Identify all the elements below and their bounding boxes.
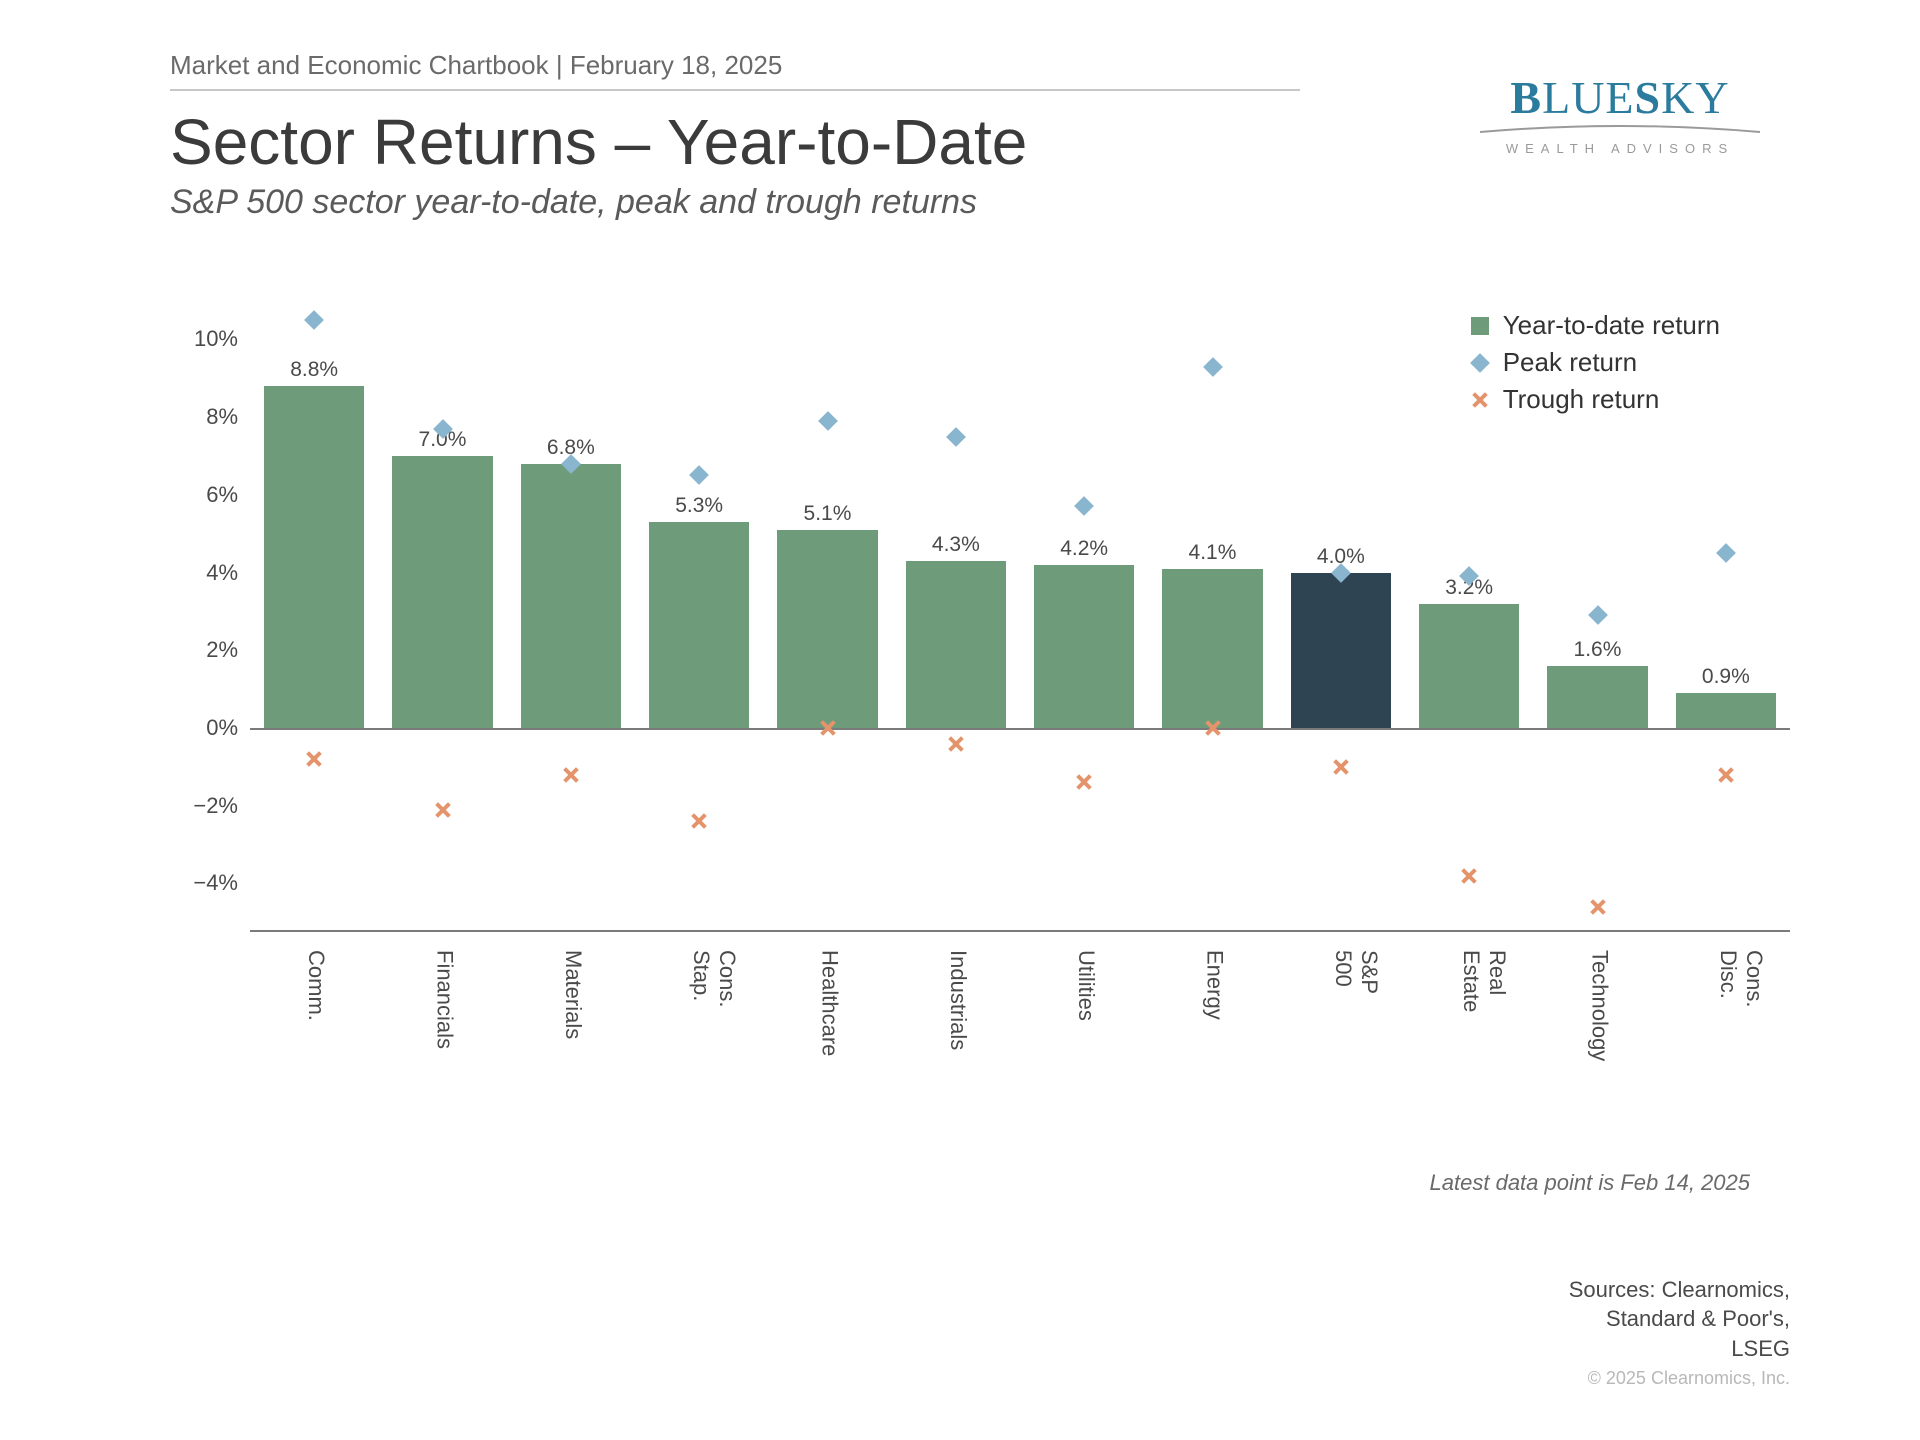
brand-logo-text: BLUESKY xyxy=(1480,75,1760,121)
trough-marker xyxy=(563,767,579,783)
x-category-label: Energy xyxy=(1202,950,1228,1020)
y-tick-label: 4% xyxy=(168,560,250,586)
chart-bar: 4.3% xyxy=(906,561,1006,728)
x-category-label: Real Estate xyxy=(1458,950,1510,1012)
peak-marker xyxy=(689,466,709,486)
chart-bar: 8.8% xyxy=(264,386,364,728)
y-tick-label: 10% xyxy=(168,326,250,352)
sources-line-3: LSEG xyxy=(1569,1334,1790,1364)
bar-value-label: 5.1% xyxy=(777,502,877,526)
chart-plot: −4%−2%0%2%4%6%8%10%8.8%Comm.7.0%Financia… xyxy=(250,320,1790,930)
chart-area: −4% −2% 0% 2% 4% 6% 8% 10% 8.8% Comm. 7.0% Financia… xyxy=(170,320,1790,1140)
bar-value-label: 4.1% xyxy=(1162,541,1262,565)
x-category-label: Materials xyxy=(560,950,586,1039)
trough-marker xyxy=(435,802,451,818)
y-tick-label: 0% xyxy=(168,715,250,741)
page: Market and Economic Chartbook | February… xyxy=(0,0,1920,1440)
brand-logo-subtext: WEALTH ADVISORS xyxy=(1480,141,1760,156)
peak-marker xyxy=(304,310,324,330)
page-subtitle: S&P 500 sector year-to-date, peak and tr… xyxy=(170,183,1800,222)
chart-bar: 4.0% xyxy=(1291,573,1391,728)
chart-bar: 5.1% xyxy=(777,530,877,728)
chart-bar: 4.2% xyxy=(1034,565,1134,728)
peak-marker xyxy=(818,411,838,431)
sources-line-1: Sources: Clearnomics, xyxy=(1569,1275,1790,1305)
chart-bar: 4.1% xyxy=(1162,569,1262,728)
bar-value-label: 4.3% xyxy=(906,533,1006,557)
trough-marker xyxy=(306,751,322,767)
trough-marker xyxy=(820,720,836,736)
brand-logo-swoosh-icon xyxy=(1480,124,1760,134)
x-category-label: Healthcare xyxy=(817,950,843,1056)
trough-marker xyxy=(1718,767,1734,783)
peak-marker xyxy=(1074,497,1094,517)
brand-logo: BLUESKY WEALTH ADVISORS xyxy=(1480,75,1760,156)
peak-marker xyxy=(1716,543,1736,563)
bar-value-label: 4.2% xyxy=(1034,537,1134,561)
y-tick-label: −4% xyxy=(168,870,250,896)
x-category-label: Financials xyxy=(432,950,458,1049)
bar-value-label: 0.9% xyxy=(1676,665,1776,689)
bar-value-label: 5.3% xyxy=(649,494,749,518)
x-category-label: Industrials xyxy=(945,950,971,1050)
trough-marker xyxy=(1590,899,1606,915)
chartbook-header: Market and Economic Chartbook | February… xyxy=(170,50,1300,91)
x-category-label: Technology xyxy=(1587,950,1613,1061)
chart-bar: 7.0% xyxy=(392,456,492,728)
trough-marker xyxy=(691,813,707,829)
x-category-label: Cons. Disc. xyxy=(1715,950,1767,1007)
bar-value-label: 1.6% xyxy=(1547,638,1647,662)
y-tick-label: 6% xyxy=(168,482,250,508)
copyright-line: © 2025 Clearnomics, Inc. xyxy=(1569,1366,1790,1390)
chart-x-axis-line xyxy=(250,930,1790,932)
x-category-label: Utilities xyxy=(1073,950,1099,1021)
trough-marker xyxy=(1461,868,1477,884)
trough-marker xyxy=(948,736,964,752)
sources-line-2: Standard & Poor's, xyxy=(1569,1304,1790,1334)
chart-footnote: Latest data point is Feb 14, 2025 xyxy=(1430,1170,1750,1196)
y-tick-label: −2% xyxy=(168,793,250,819)
peak-marker xyxy=(1588,605,1608,625)
y-tick-label: 8% xyxy=(168,404,250,430)
trough-marker xyxy=(1205,720,1221,736)
bar-value-label: 8.8% xyxy=(264,358,364,382)
peak-marker xyxy=(946,427,966,447)
x-category-label: S&P 500 xyxy=(1330,950,1382,994)
y-tick-label: 2% xyxy=(168,637,250,663)
trough-marker xyxy=(1333,759,1349,775)
peak-marker xyxy=(1203,357,1223,377)
chart-bar: 3.2% xyxy=(1419,604,1519,728)
x-category-label: Cons. Stap. xyxy=(688,950,740,1007)
chart-bar: 5.3% xyxy=(649,522,749,728)
chart-zero-line xyxy=(250,728,1790,730)
x-category-label: Comm. xyxy=(303,950,329,1021)
sources-block: Sources: Clearnomics, Standard & Poor's,… xyxy=(1569,1275,1790,1390)
chart-bar: 6.8% xyxy=(521,464,621,728)
trough-marker xyxy=(1076,774,1092,790)
chart-bar: 0.9% xyxy=(1676,693,1776,728)
chart-bar: 1.6% xyxy=(1547,666,1647,728)
